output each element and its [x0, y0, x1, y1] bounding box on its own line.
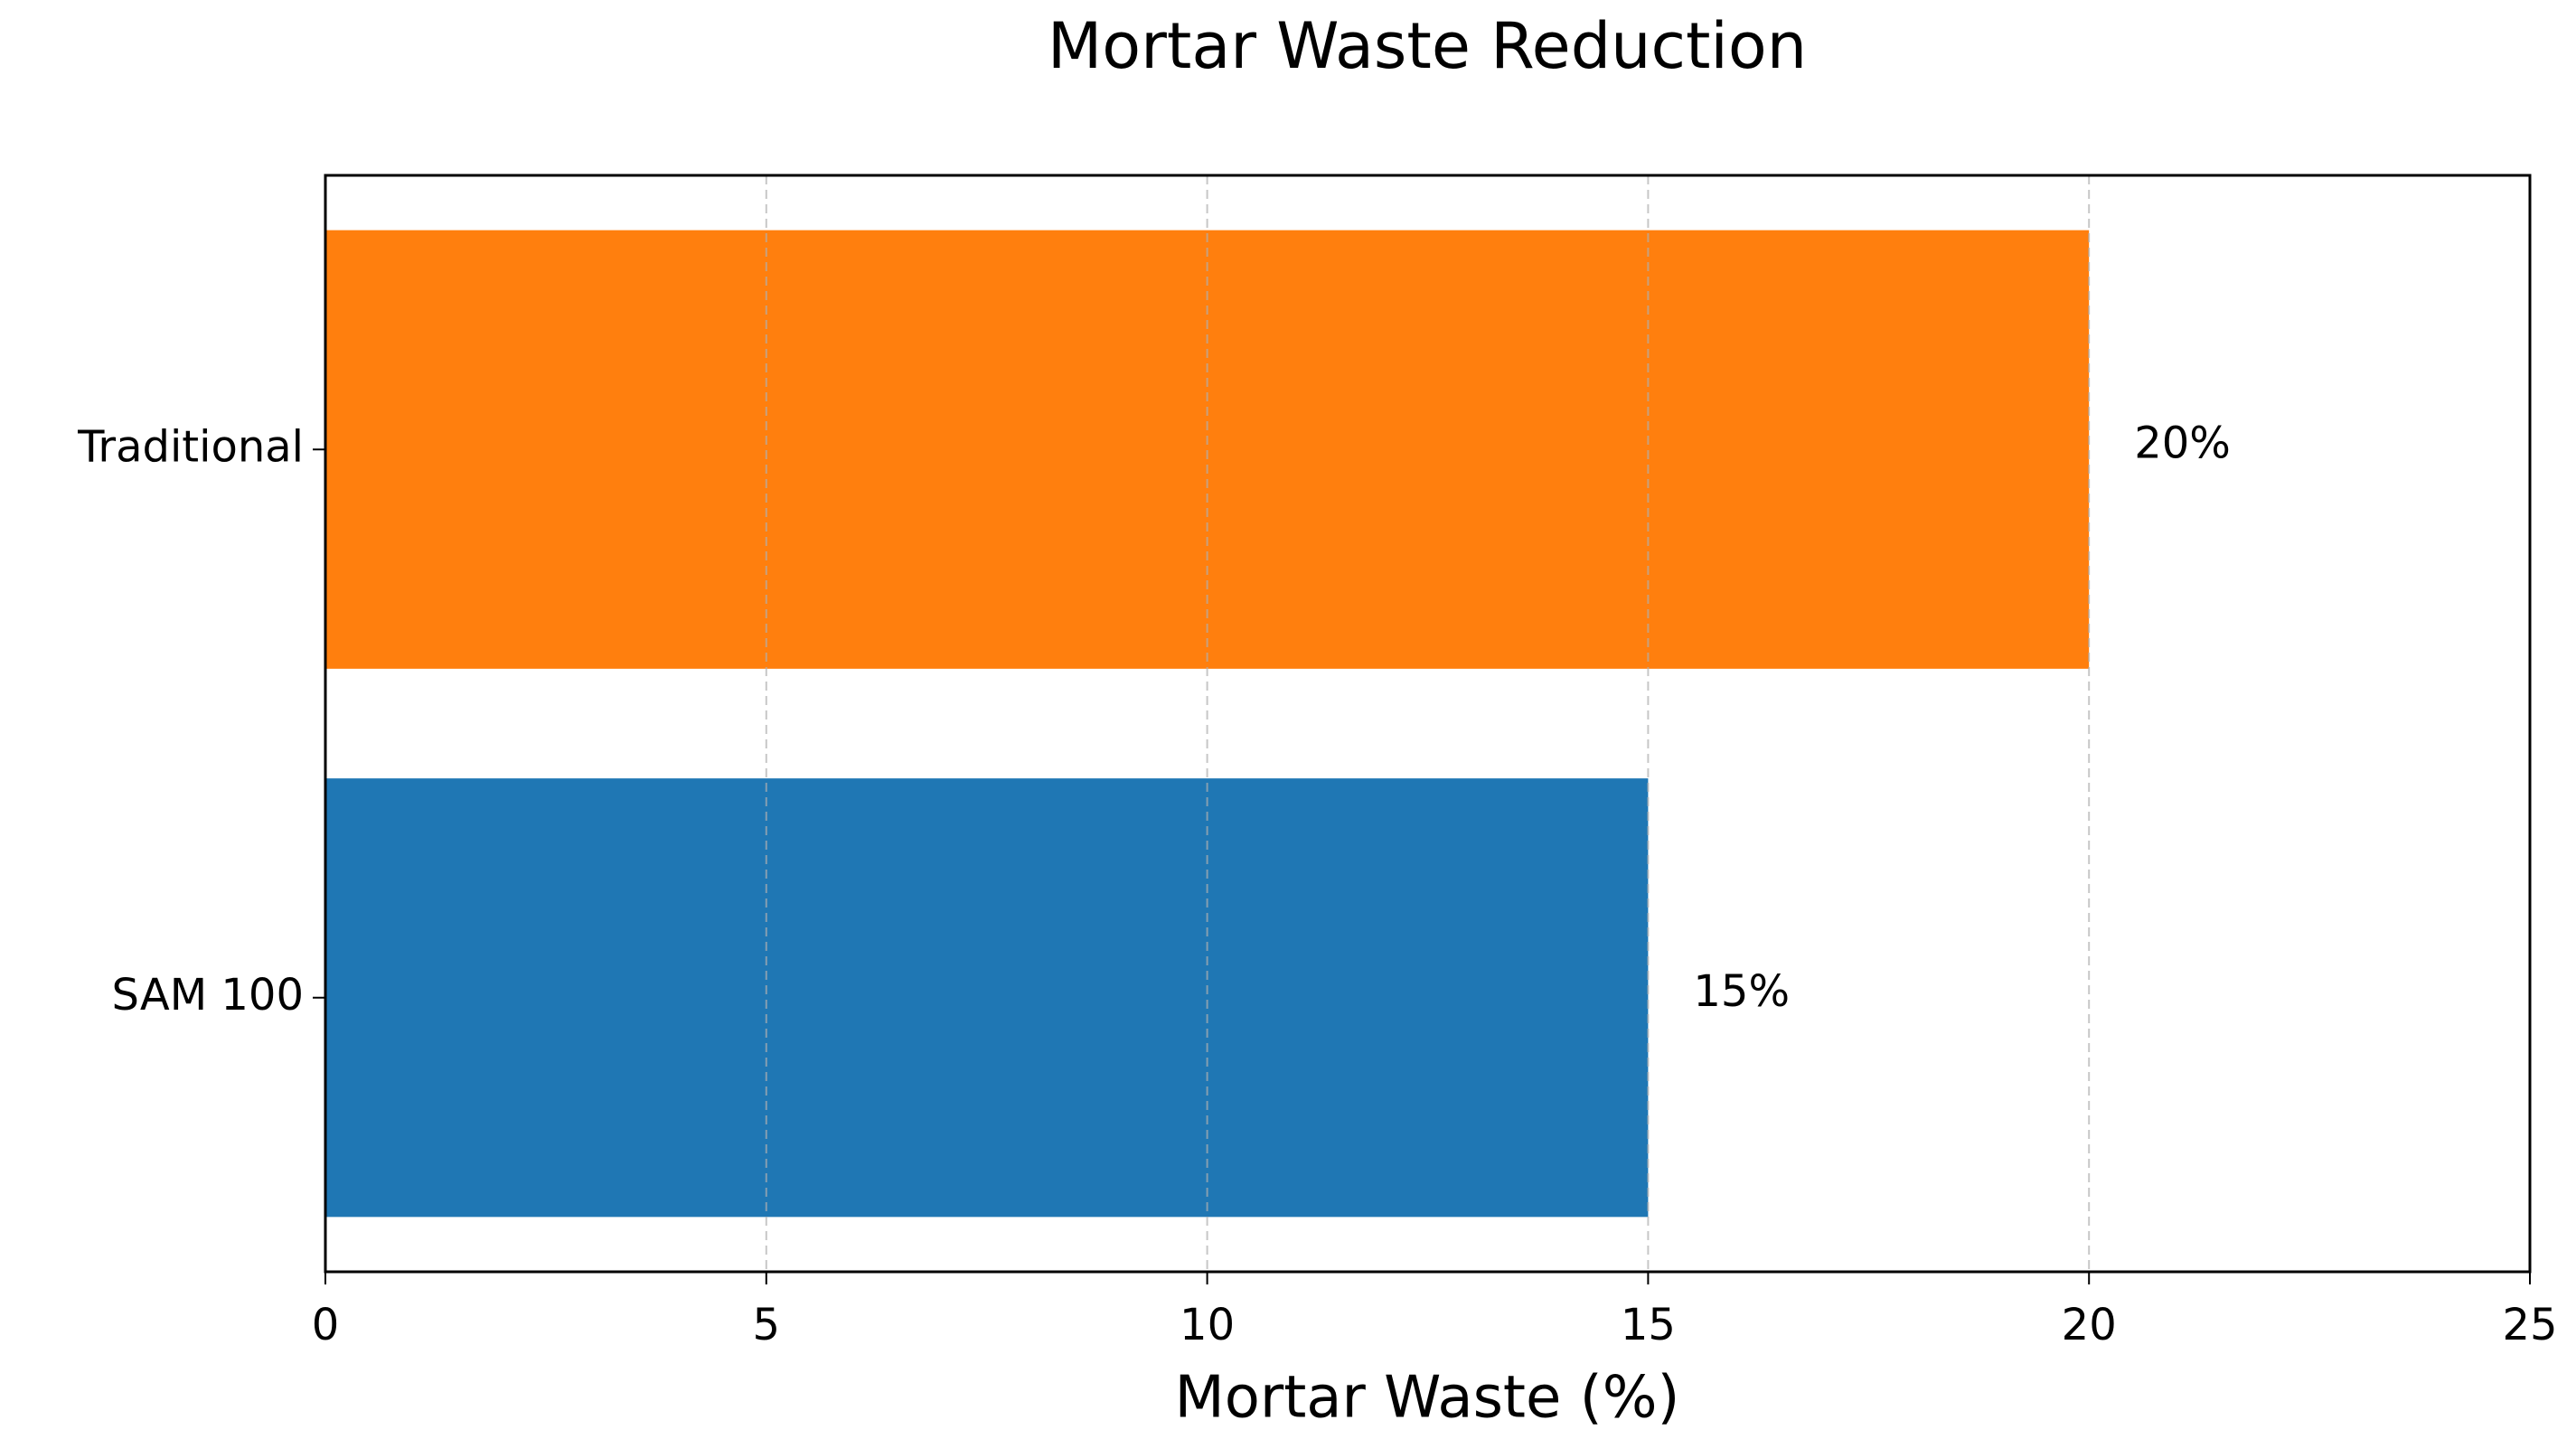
x-tick-label: 25 [2502, 1300, 2557, 1350]
data-label: 20% [2134, 418, 2231, 468]
x-tick-label: 15 [1621, 1300, 1676, 1350]
y-tick-label: SAM 100 [112, 970, 304, 1020]
x-tick-label: 5 [753, 1300, 781, 1350]
bar [325, 778, 1649, 1218]
chart-title: Mortar Waste Reduction [1048, 9, 1807, 83]
x-axis-label: Mortar Waste (%) [1175, 1365, 1680, 1432]
data-label: 15% [1693, 966, 1790, 1017]
x-tick-label: 20 [2062, 1300, 2117, 1350]
plot-frame [324, 174, 2532, 1274]
x-tick-label: 0 [312, 1300, 340, 1350]
y-tick-label: Traditional [77, 421, 304, 472]
x-tick-label: 10 [1180, 1300, 1235, 1350]
